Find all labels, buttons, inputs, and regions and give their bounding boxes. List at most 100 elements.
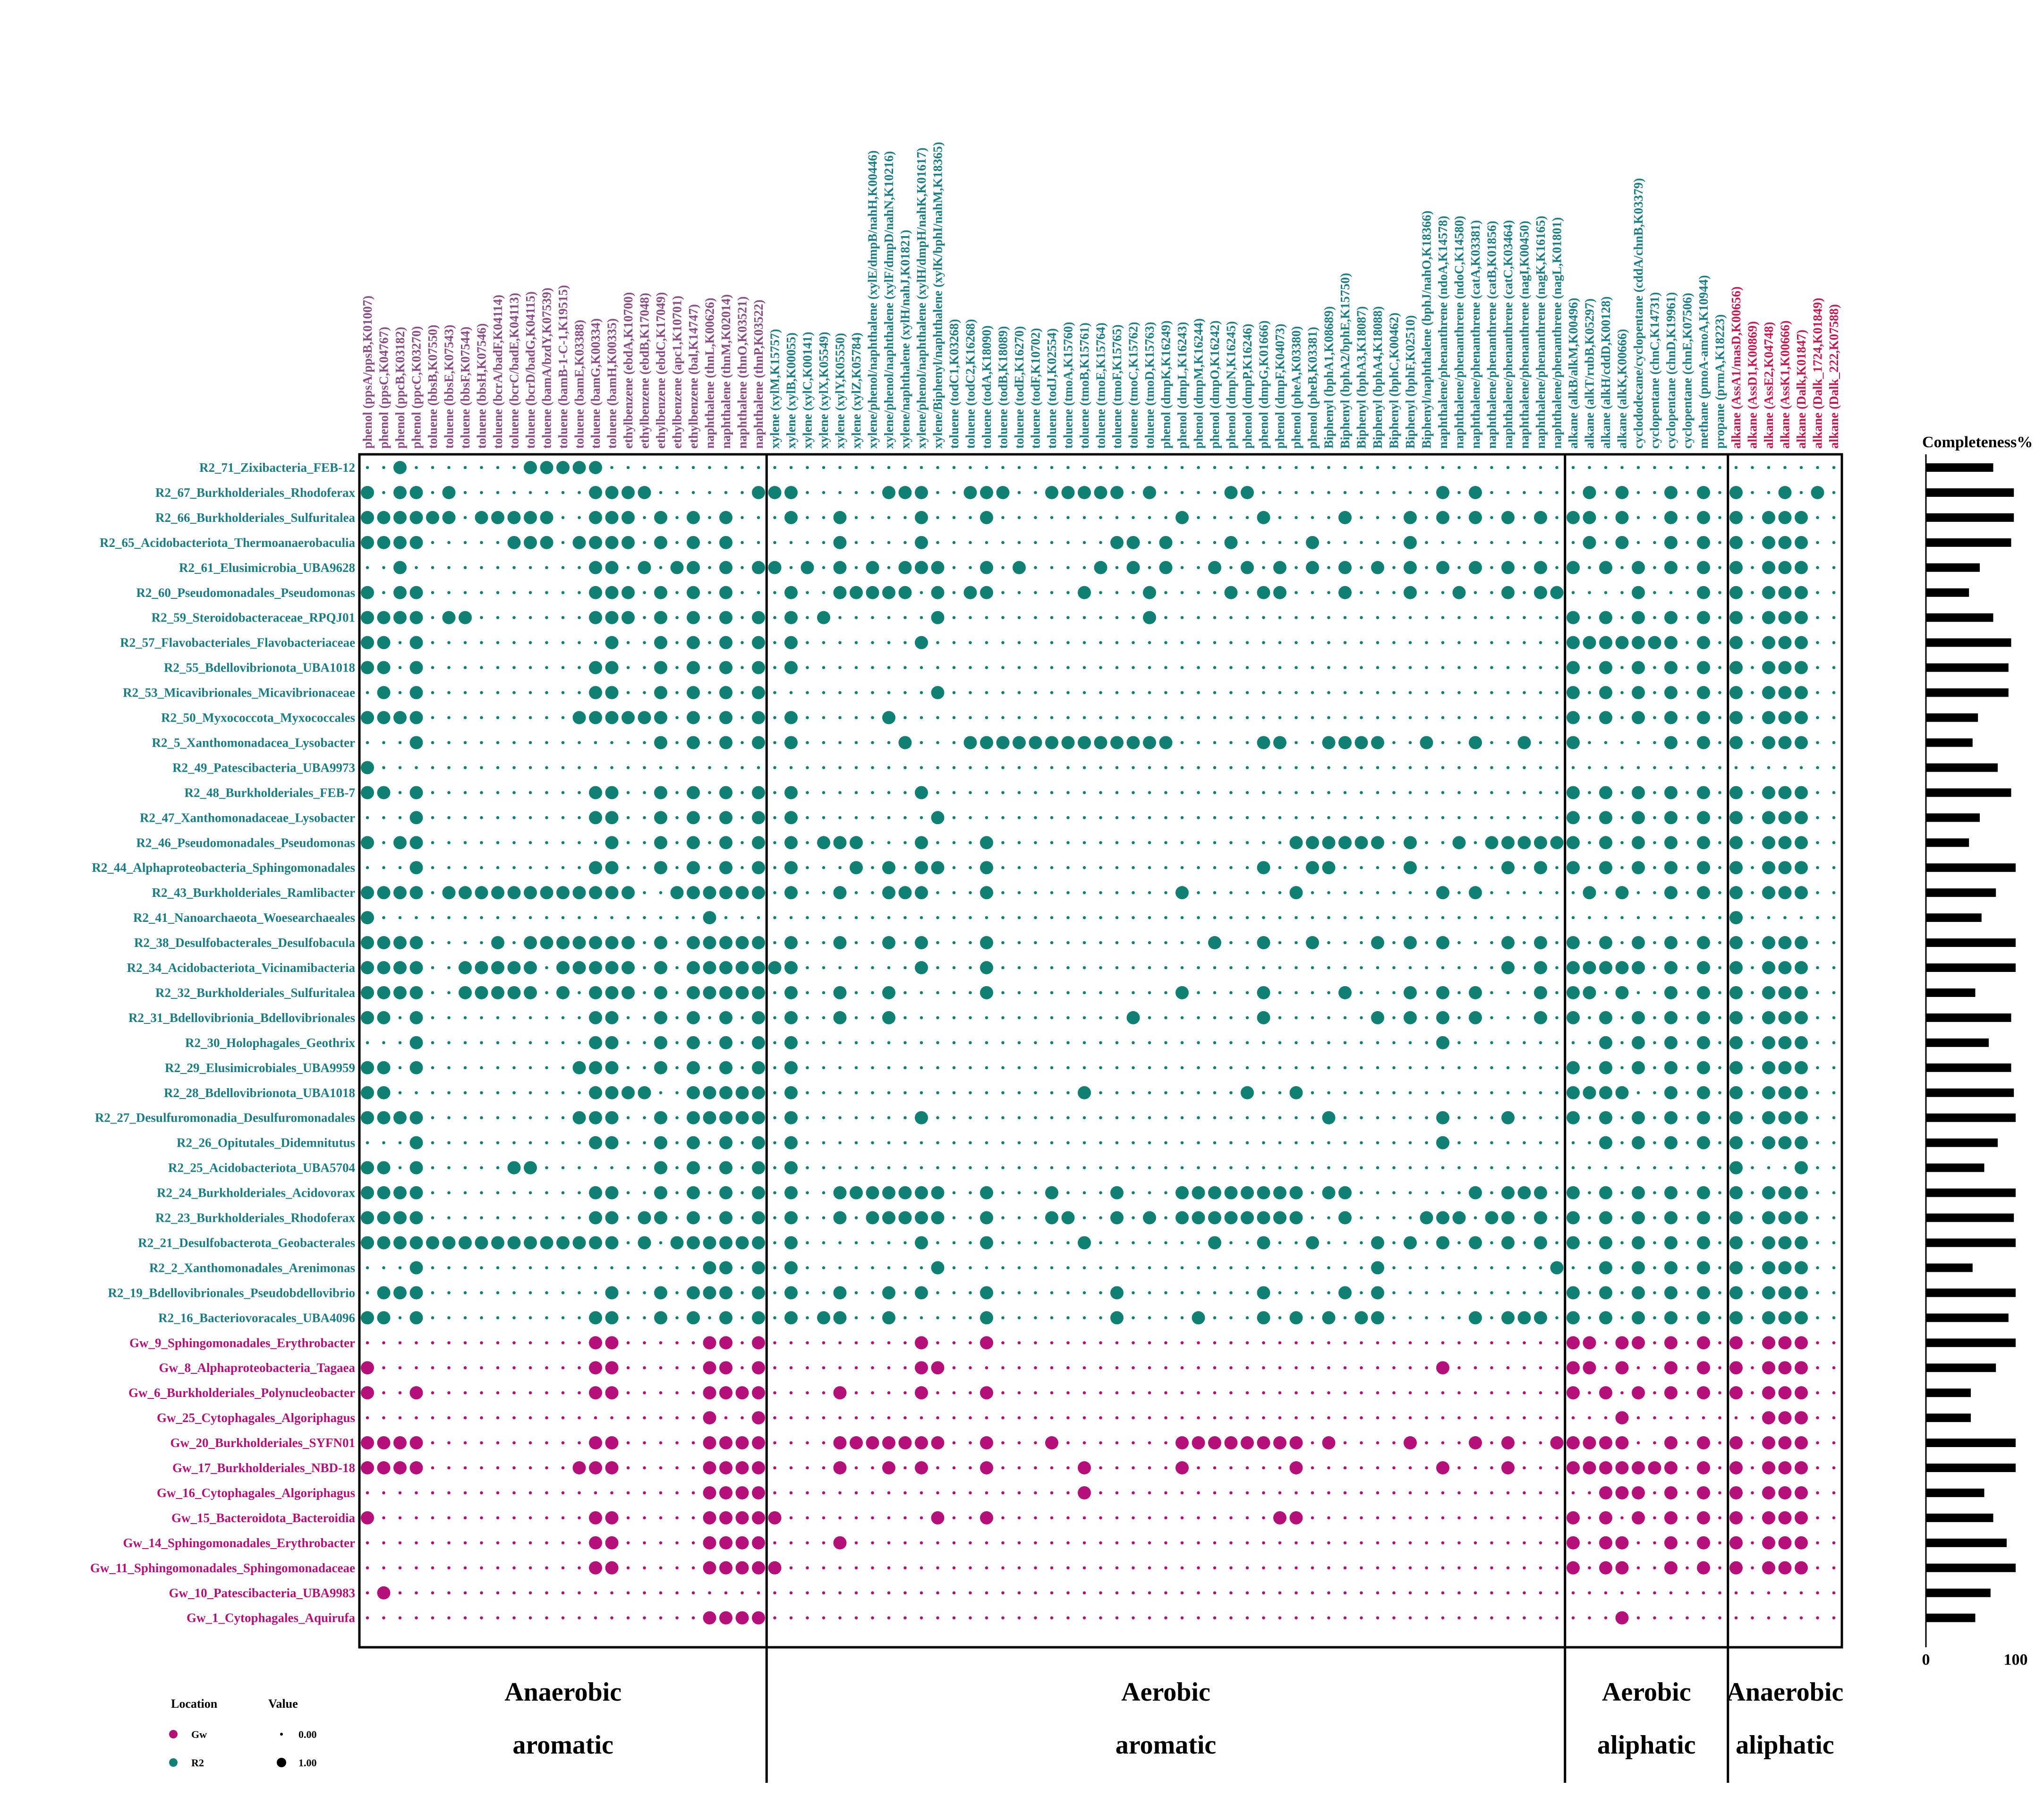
dot-absent <box>1457 1316 1461 1320</box>
dot-present <box>393 1236 407 1250</box>
dot-absent <box>1832 466 1836 469</box>
dot-absent <box>969 1341 972 1345</box>
dot-present <box>605 1111 619 1124</box>
dot-present <box>1371 1236 1384 1250</box>
dot-absent <box>561 1616 565 1619</box>
dot-absent <box>1523 1391 1526 1395</box>
dot-absent <box>1555 1166 1559 1169</box>
dot-absent <box>1099 1541 1102 1545</box>
dot-absent <box>1017 1466 1021 1470</box>
dot-present <box>784 1261 798 1275</box>
dot-absent <box>806 791 809 794</box>
dot-absent <box>708 1041 711 1045</box>
dot-present <box>377 961 391 974</box>
dot-present <box>1729 661 1743 674</box>
dot-present <box>361 1011 374 1024</box>
dot-absent <box>1816 941 1819 945</box>
dot-present <box>1306 561 1319 574</box>
dot-absent <box>1115 1441 1119 1445</box>
dot-absent <box>903 1341 907 1345</box>
row-label-gw-20-burkholderiales-syfn01: Gw_20_Burkholderiales_SYFN01 <box>170 1436 355 1450</box>
dot-present <box>1729 1361 1743 1375</box>
dot-present <box>735 886 749 900</box>
column-label-cyclopentane-chne-k07506: cyclopentane (chnE,K07506) <box>1680 293 1695 449</box>
dot-present <box>1615 1536 1629 1550</box>
completeness-bar <box>1926 813 1980 822</box>
dot-present <box>752 711 765 724</box>
dot-absent <box>1653 1541 1656 1545</box>
dot-absent <box>1832 1016 1836 1020</box>
dot-present <box>361 886 374 900</box>
dot-absent <box>969 1291 972 1294</box>
dot-absent <box>496 1541 500 1545</box>
dot-absent <box>1588 1191 1591 1194</box>
dot-absent <box>545 1191 548 1194</box>
dot-present <box>622 485 635 499</box>
dot-absent <box>643 1116 646 1119</box>
dot-present <box>1615 1461 1629 1474</box>
dot-absent <box>1653 1191 1656 1194</box>
dot-present <box>1697 961 1710 974</box>
dot-absent <box>1245 1241 1249 1244</box>
dot-absent <box>1164 516 1167 520</box>
dot-absent <box>1050 866 1054 869</box>
dot-present <box>605 1136 619 1150</box>
dot-absent <box>1164 1066 1167 1070</box>
dot-present <box>1501 1461 1515 1474</box>
dot-absent <box>1376 1491 1380 1495</box>
dot-absent <box>1327 766 1330 769</box>
dot-absent <box>1506 716 1510 719</box>
dot-absent <box>952 1491 956 1495</box>
dot-absent <box>1506 741 1510 744</box>
row-label-r2-71-zixibacteria-feb-12: R2_71_Zixibacteria_FEB-12 <box>199 460 355 475</box>
dot-absent <box>854 741 858 744</box>
dot-absent <box>545 1216 548 1219</box>
dot-absent <box>1425 491 1428 494</box>
dot-absent <box>773 916 776 920</box>
dot-absent <box>1197 1041 1200 1045</box>
dot-present <box>882 1186 895 1200</box>
dot-present <box>1795 1311 1808 1325</box>
dot-absent <box>1082 1216 1086 1219</box>
dot-absent <box>871 1166 874 1169</box>
dot-present <box>475 886 488 900</box>
dot-absent <box>1441 1291 1445 1294</box>
dot-absent <box>1718 1066 1721 1070</box>
dot-absent <box>1816 1116 1819 1119</box>
dot-absent <box>626 1116 630 1119</box>
dot-absent <box>1718 1341 1721 1345</box>
dot-absent <box>1473 1591 1477 1595</box>
dot-absent <box>1099 841 1102 844</box>
dot-present <box>1289 1086 1303 1099</box>
dot-absent <box>480 1591 483 1595</box>
dot-absent <box>1473 541 1477 545</box>
dot-present <box>409 1136 423 1150</box>
column-label-alkane-alkb-alkm-k00496: alkane (alkB/alkM,K00496) <box>1566 298 1580 449</box>
dot-absent <box>1653 716 1656 719</box>
column-label-xylene-xylm-k15757: xylene (xylM,K15757) <box>768 329 782 449</box>
dot-absent <box>1523 1091 1526 1095</box>
dot-absent <box>659 491 663 494</box>
column-label-toluene-todf-k10702: toluene (todF,K10702) <box>1029 328 1043 449</box>
column-label-naphthalene-phenanthrene-nagl-k01801: naphthalene/phenanthrene (nagL,K01801) <box>1550 217 1564 449</box>
dot-absent <box>1620 1191 1624 1194</box>
dot-present <box>605 1086 619 1099</box>
dot-absent <box>512 1466 516 1470</box>
dot-present <box>409 1236 423 1250</box>
dot-absent <box>1360 591 1363 595</box>
dot-absent <box>1555 641 1559 644</box>
dot-absent <box>1506 916 1510 920</box>
dot-absent <box>496 491 500 494</box>
dot-absent <box>1213 841 1217 844</box>
dot-absent <box>1262 1166 1265 1169</box>
dot-present <box>963 485 977 499</box>
dot-absent <box>1523 516 1526 520</box>
dot-absent <box>561 641 565 644</box>
dot-absent <box>887 1541 891 1545</box>
dot-absent <box>1099 1566 1102 1570</box>
dot-absent <box>1213 1141 1217 1144</box>
column-label-naphthalene-phenanthrene-nagi-k00450: naphthalene/phenanthrene (nagI,K00450) <box>1517 221 1532 449</box>
dot-absent <box>969 916 972 920</box>
dot-absent <box>806 1616 809 1619</box>
completeness-bar <box>1926 1188 2016 1197</box>
